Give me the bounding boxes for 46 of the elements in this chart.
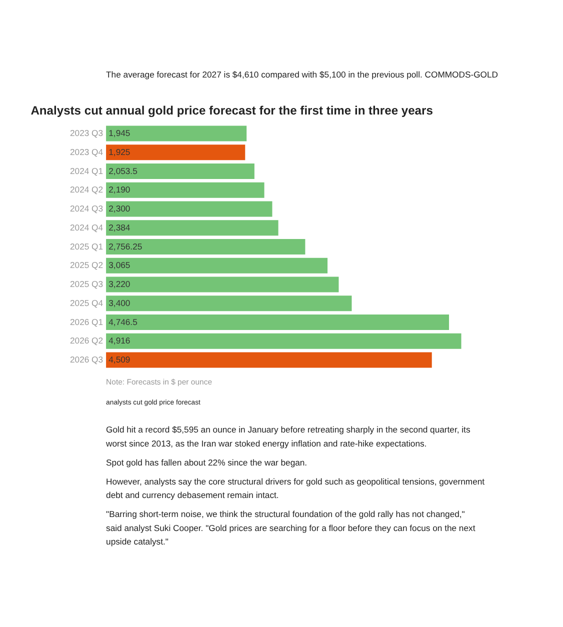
data-label: 1,925	[108, 146, 130, 157]
bar	[106, 239, 306, 255]
y-tick-label: 2023 Q4	[70, 146, 104, 157]
y-tick-label: 2025 Q2	[70, 260, 104, 270]
bar	[106, 126, 247, 142]
bar	[106, 276, 339, 292]
y-tick-label: 2024 Q1	[70, 166, 104, 176]
bar	[106, 201, 272, 217]
bar	[106, 314, 450, 330]
bar	[106, 352, 432, 368]
y-tick-label: 2025 Q3	[70, 279, 104, 290]
data-label: 2,756.25	[108, 241, 142, 252]
text: The average forecast for 2027 is $4,610 compared with $5,100 in the previous poll. COMMODS-GOLD	[106, 69, 498, 80]
bar	[106, 182, 264, 198]
text: Note: Forecasts in $ per ounce	[106, 377, 212, 386]
text: Spot gold has fallen about 22% since the war began.	[106, 457, 308, 468]
y-tick-label: 2024 Q4	[70, 222, 104, 232]
text: Gold hit a record $5,595 an ounce in January before retreating sharply in the second quarter, its worst since 2013, as the Iran war stoked energy inflation and rate-hike expectations.	[105, 424, 470, 448]
y-tick-label: 2026 Q1	[70, 316, 104, 327]
data-label: 4,746.5	[108, 316, 138, 327]
bar	[106, 296, 352, 312]
y-tick-label: 2023 Q3	[70, 128, 104, 138]
data-label: 3,065	[108, 260, 130, 270]
bar	[106, 258, 328, 274]
data-label: 2,190	[108, 184, 130, 195]
data-label: 4,916	[108, 336, 130, 346]
text: "Barring short-term noise, we think the structural foundation of the gold rally has not changed," said analyst Suki Cooper. "Gold prices are searching for a floor before they can focus on the next upside catalyst."	[106, 509, 476, 547]
data-label: 2,384	[108, 222, 130, 232]
data-label: 2,300	[108, 204, 130, 214]
bar	[106, 144, 246, 160]
data-label: 1,945	[108, 128, 130, 138]
bar	[106, 220, 278, 236]
y-tick-label: 2025 Q4	[70, 298, 104, 308]
data-label: 2,053.5	[108, 166, 138, 176]
bar	[106, 164, 254, 180]
chart-title: Analysts cut annual gold price forecast for the first time in three years	[30, 103, 434, 118]
data-label: 4,509	[108, 354, 130, 365]
y-tick-label: 2025 Q1	[70, 241, 104, 252]
y-tick-label: 2024 Q3	[70, 204, 104, 214]
y-tick-label: 2024 Q2	[70, 184, 104, 195]
y-tick-label: 2026 Q2	[70, 336, 104, 346]
y-tick-label: 2026 Q3	[70, 354, 104, 365]
text: However, analysts say the core structural drivers for gold such as geopolitical tensions, government debt and currency debasement remain intact.	[106, 476, 486, 500]
data-label: 3,400	[108, 298, 130, 308]
data-label: 3,220	[108, 279, 130, 290]
bar	[106, 333, 462, 349]
